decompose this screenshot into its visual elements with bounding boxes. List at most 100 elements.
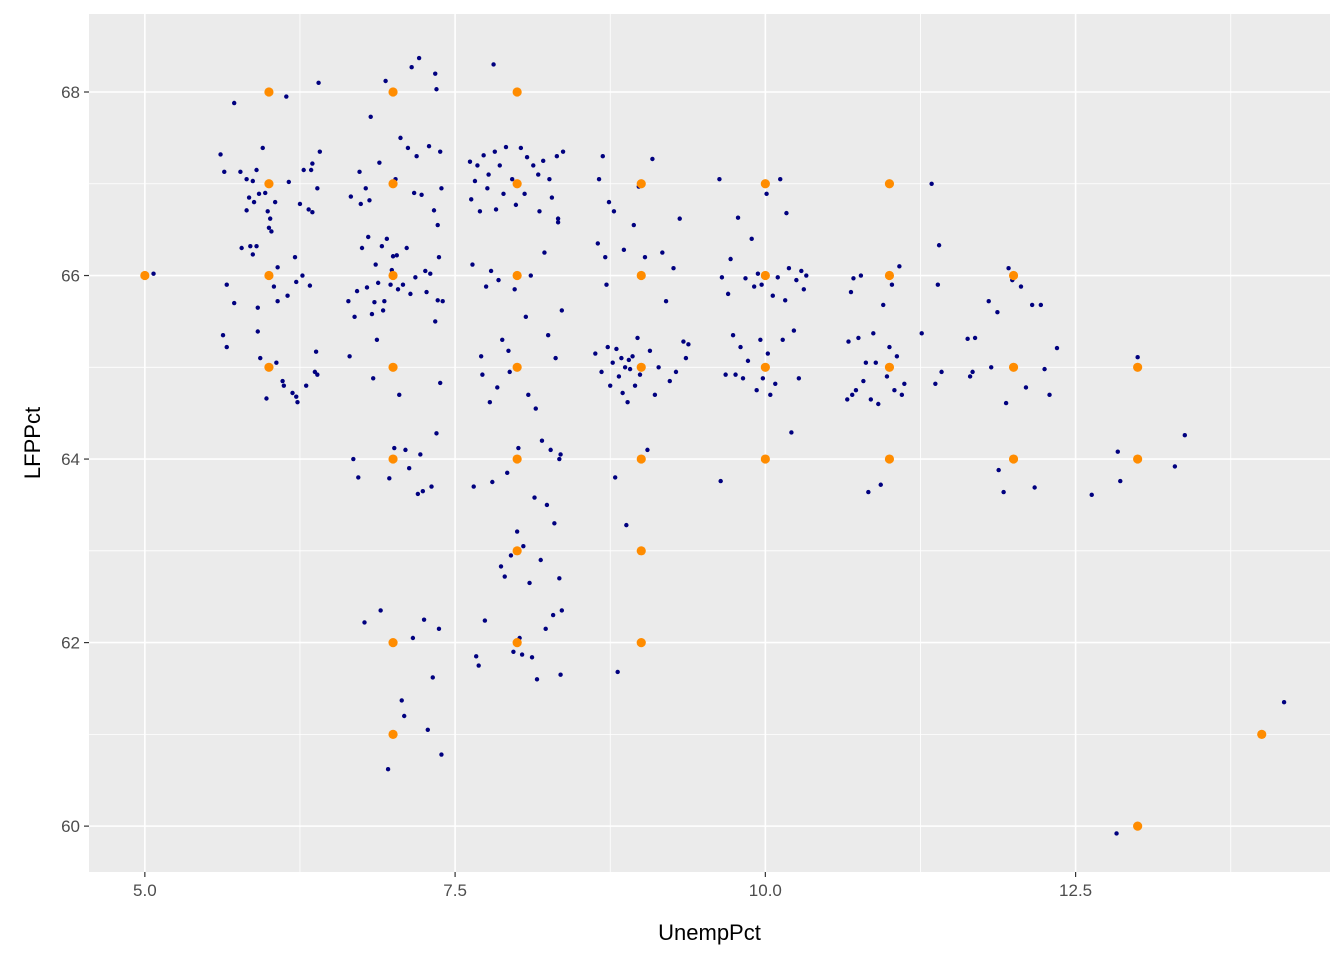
jittered-point — [366, 234, 371, 240]
actual-point — [760, 270, 770, 281]
jittered-point — [528, 273, 533, 278]
jittered-point — [902, 381, 907, 387]
jittered-point — [1042, 366, 1047, 372]
jittered-point — [887, 344, 892, 350]
jittered-point — [538, 557, 543, 563]
jittered-point — [760, 376, 766, 381]
jittered-point — [509, 176, 515, 182]
jittered-point — [246, 195, 252, 200]
jittered-point — [557, 576, 562, 581]
jittered-point — [548, 447, 553, 453]
actual-point — [264, 362, 274, 372]
jittered-point — [671, 265, 676, 271]
jittered-point — [498, 564, 504, 569]
jittered-point — [723, 372, 728, 377]
jittered-point — [348, 194, 354, 199]
actual-point — [636, 270, 646, 281]
jittered-point — [780, 337, 785, 342]
jittered-point — [397, 392, 402, 398]
actual-point — [884, 179, 895, 189]
jittered-point — [258, 355, 263, 361]
jittered-point — [542, 250, 547, 255]
jittered-point — [673, 369, 679, 375]
jittered-point — [251, 199, 257, 205]
jittered-point — [553, 355, 558, 361]
jittered-point — [527, 580, 532, 586]
jittered-point — [873, 360, 878, 365]
jittered-point — [297, 201, 303, 207]
actual-point — [512, 546, 522, 556]
jittered-point — [500, 337, 505, 342]
jittered-point — [363, 186, 368, 191]
jittered-point — [624, 522, 629, 528]
jittered-point — [550, 612, 556, 618]
jittered-point — [728, 256, 733, 262]
jittered-point — [295, 399, 300, 405]
jittered-point — [398, 135, 403, 141]
jittered-point — [799, 268, 804, 274]
jittered-point — [733, 372, 738, 377]
jittered-point — [478, 354, 484, 359]
jittered-point — [310, 161, 315, 166]
jittered-point — [493, 207, 499, 212]
jittered-point — [555, 220, 561, 225]
jittered-point — [409, 65, 414, 70]
jittered-point — [315, 186, 320, 191]
jittered-point — [310, 210, 315, 215]
jittered-point — [488, 268, 494, 274]
jittered-point — [317, 149, 323, 154]
jittered-point — [250, 178, 256, 184]
jittered-point — [965, 336, 970, 342]
jittered-point — [414, 154, 419, 159]
jittered-point — [387, 476, 392, 481]
jittered-point — [364, 285, 370, 290]
jittered-point — [415, 491, 421, 497]
x-axis-title: UnempPct — [658, 920, 761, 945]
jittered-point — [557, 456, 562, 462]
actual-point — [636, 546, 646, 556]
jittered-point — [663, 299, 669, 304]
jittered-point — [560, 149, 566, 154]
jittered-point — [436, 254, 442, 260]
jittered-point — [621, 247, 627, 253]
jittered-point — [501, 191, 506, 197]
jittered-point — [518, 145, 524, 151]
jittered-point — [559, 608, 565, 613]
jittered-point — [881, 302, 886, 308]
jittered-point — [347, 354, 352, 359]
actual-point — [1133, 454, 1143, 464]
actual-point — [388, 87, 398, 97]
jittered-point — [496, 277, 501, 283]
jittered-point — [383, 78, 388, 84]
jittered-point — [255, 329, 260, 334]
actual-point — [636, 179, 646, 189]
jittered-point — [425, 727, 430, 732]
jittered-point — [532, 495, 537, 500]
jittered-point — [1182, 433, 1188, 438]
jittered-point — [377, 160, 382, 165]
jittered-point — [759, 282, 764, 287]
jittered-point — [481, 153, 486, 158]
jittered-point — [846, 339, 851, 344]
jittered-point — [284, 94, 289, 99]
jittered-point — [346, 299, 351, 304]
jittered-point — [541, 158, 546, 164]
jittered-point — [482, 618, 488, 623]
jittered-point — [439, 752, 444, 757]
plot-panel — [89, 14, 1330, 872]
jittered-point — [1018, 284, 1024, 289]
jittered-point — [626, 357, 632, 363]
jittered-point — [775, 275, 780, 280]
jittered-point — [433, 319, 438, 324]
jittered-point — [1118, 478, 1123, 484]
jittered-point — [429, 484, 434, 489]
jittered-point — [632, 383, 638, 388]
jittered-point — [375, 280, 381, 286]
jittered-point — [547, 176, 552, 182]
jittered-point — [884, 374, 890, 379]
jittered-point — [627, 366, 633, 372]
jittered-point — [1054, 345, 1060, 351]
jittered-point — [408, 291, 413, 297]
x-tick-label: 5.0 — [133, 881, 157, 900]
jittered-point — [224, 344, 229, 350]
